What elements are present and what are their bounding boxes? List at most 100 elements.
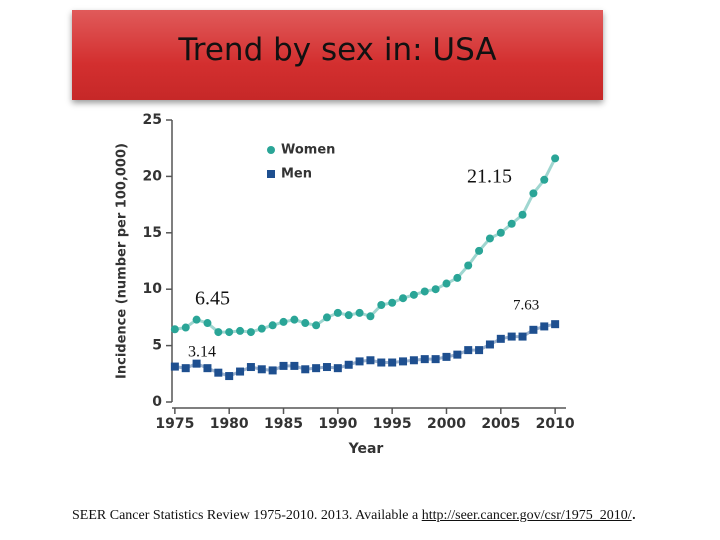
point bbox=[279, 361, 288, 370]
annotation: 6.45 bbox=[195, 288, 230, 310]
point bbox=[236, 326, 245, 335]
point bbox=[551, 154, 560, 163]
point bbox=[301, 319, 310, 328]
y-axis-label: Incidence (number per 100,000) bbox=[115, 143, 130, 379]
point bbox=[246, 363, 255, 372]
point bbox=[333, 364, 342, 373]
point bbox=[431, 355, 440, 364]
point bbox=[214, 368, 223, 377]
x-tick-label: 2010 bbox=[536, 416, 575, 432]
x-tick-label: 1990 bbox=[318, 416, 357, 432]
point bbox=[420, 287, 429, 296]
point bbox=[388, 298, 397, 307]
point bbox=[540, 322, 549, 331]
point bbox=[388, 358, 397, 367]
point bbox=[377, 300, 386, 309]
x-tick-label: 2005 bbox=[481, 416, 520, 432]
x-tick-label: 1980 bbox=[210, 416, 249, 432]
point bbox=[529, 325, 538, 334]
legend-label: Women bbox=[281, 143, 335, 158]
point bbox=[442, 352, 451, 361]
point bbox=[453, 350, 462, 359]
point bbox=[333, 308, 342, 317]
point bbox=[366, 312, 375, 321]
point bbox=[322, 313, 331, 322]
y-tick-label: 5 bbox=[152, 338, 162, 354]
point bbox=[475, 346, 484, 355]
point bbox=[344, 311, 353, 320]
point bbox=[377, 358, 386, 367]
point bbox=[409, 356, 418, 365]
footer-text: SEER Cancer Statistics Review 1975-2010.… bbox=[72, 508, 422, 523]
point bbox=[301, 365, 310, 374]
point bbox=[257, 324, 266, 333]
point bbox=[322, 363, 331, 372]
footer-end: . bbox=[631, 503, 637, 523]
title: Trend by sex in: USA bbox=[178, 32, 497, 68]
point bbox=[268, 321, 277, 330]
point bbox=[409, 290, 418, 299]
point bbox=[431, 285, 440, 294]
point bbox=[344, 360, 353, 369]
point bbox=[214, 328, 223, 337]
x-tick-label: 1985 bbox=[264, 416, 303, 432]
point bbox=[420, 355, 429, 364]
point bbox=[485, 340, 494, 349]
point bbox=[225, 372, 234, 381]
point bbox=[399, 357, 408, 366]
point bbox=[290, 361, 299, 370]
legend-label: Men bbox=[281, 167, 312, 182]
point bbox=[290, 315, 299, 324]
point bbox=[170, 362, 179, 371]
legend-marker bbox=[267, 146, 275, 154]
point bbox=[192, 315, 201, 324]
point bbox=[464, 261, 473, 270]
x-tick-label: 1975 bbox=[155, 416, 194, 432]
point bbox=[496, 228, 505, 237]
point bbox=[268, 366, 277, 375]
point bbox=[366, 356, 375, 365]
y-tick-label: 20 bbox=[143, 168, 163, 184]
point bbox=[203, 364, 212, 373]
y-tick-label: 25 bbox=[143, 112, 162, 128]
point bbox=[203, 319, 212, 328]
annotation: 21.15 bbox=[467, 166, 512, 188]
point bbox=[475, 246, 484, 255]
point bbox=[464, 346, 473, 355]
y-tick-label: 10 bbox=[143, 281, 163, 297]
x-tick-label: 2000 bbox=[427, 416, 466, 432]
point bbox=[181, 323, 190, 332]
point bbox=[355, 308, 364, 317]
legend-marker bbox=[267, 170, 275, 178]
point bbox=[442, 279, 451, 288]
point bbox=[399, 294, 408, 303]
point bbox=[453, 273, 462, 282]
point bbox=[181, 364, 190, 373]
point bbox=[496, 334, 505, 343]
title-box: Trend by sex in: USA bbox=[72, 10, 603, 100]
point bbox=[507, 219, 516, 228]
point bbox=[540, 175, 549, 184]
annotation: 7.63 bbox=[513, 297, 539, 313]
point bbox=[236, 367, 245, 376]
footer: SEER Cancer Statistics Review 1975-2010.… bbox=[72, 503, 636, 524]
point bbox=[246, 328, 255, 337]
point bbox=[170, 325, 179, 334]
point bbox=[355, 357, 364, 366]
y-tick-label: 15 bbox=[143, 225, 162, 241]
footer-link[interactable]: http://seer.cancer.gov/csr/1975_2010/ bbox=[421, 508, 632, 523]
point bbox=[485, 234, 494, 243]
point bbox=[257, 365, 266, 374]
point bbox=[518, 332, 527, 341]
point bbox=[192, 359, 201, 368]
point bbox=[529, 189, 538, 198]
point bbox=[551, 320, 560, 329]
y-tick-label: 0 bbox=[152, 394, 162, 410]
point bbox=[225, 328, 234, 337]
x-axis-label: Year bbox=[348, 441, 384, 457]
annotation: 3.14 bbox=[188, 344, 216, 361]
point bbox=[507, 332, 516, 341]
x-tick-label: 1995 bbox=[373, 416, 412, 432]
